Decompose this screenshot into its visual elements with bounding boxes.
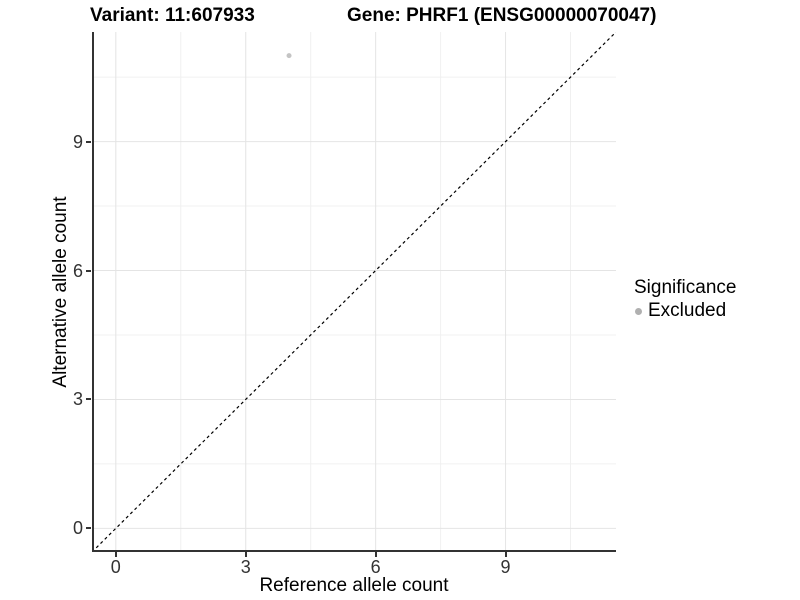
data-point — [286, 53, 292, 59]
y-tick-mark — [86, 527, 91, 530]
x-tick-label: 6 — [370, 557, 381, 577]
x-axis-title: Reference allele count — [259, 575, 449, 596]
y-tick-label: 0 — [72, 518, 83, 539]
x-tick-mark — [114, 552, 117, 557]
legend-entries: Excluded — [630, 300, 736, 322]
legend: Significance Excluded — [630, 276, 736, 322]
legend-title: Significance — [634, 277, 737, 298]
y-tick-mark — [86, 140, 91, 143]
y-axis-title: Alternative allele count — [50, 196, 71, 388]
plot-title-variant: Variant: 11:607933 — [90, 5, 255, 26]
plot-panel — [92, 32, 616, 552]
x-tick-label: 0 — [110, 557, 121, 577]
plot-title-gene: Gene: PHRF1 (ENSG00000070047) — [347, 5, 657, 26]
legend-entry: Excluded — [630, 300, 736, 322]
legend-point-icon — [635, 307, 642, 315]
y-tick-label: 9 — [72, 131, 83, 152]
legend-entry-label: Excluded — [648, 300, 727, 321]
y-tick-label: 6 — [72, 260, 83, 281]
x-tick-label: 3 — [240, 557, 251, 577]
y-tick-mark — [86, 269, 91, 272]
y-tick-mark — [86, 398, 91, 401]
identity-reference-line — [92, 32, 616, 552]
x-tick-mark — [244, 552, 247, 557]
x-tick-mark — [504, 552, 507, 557]
x-tick-label: 9 — [500, 557, 511, 577]
y-tick-label: 3 — [72, 389, 83, 410]
x-tick-mark — [374, 552, 377, 557]
plot-canvas — [92, 32, 616, 552]
